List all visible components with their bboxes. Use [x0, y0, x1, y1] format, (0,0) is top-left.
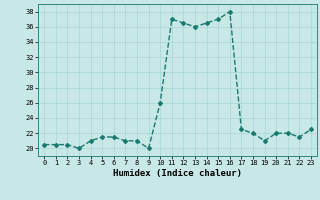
- X-axis label: Humidex (Indice chaleur): Humidex (Indice chaleur): [113, 169, 242, 178]
